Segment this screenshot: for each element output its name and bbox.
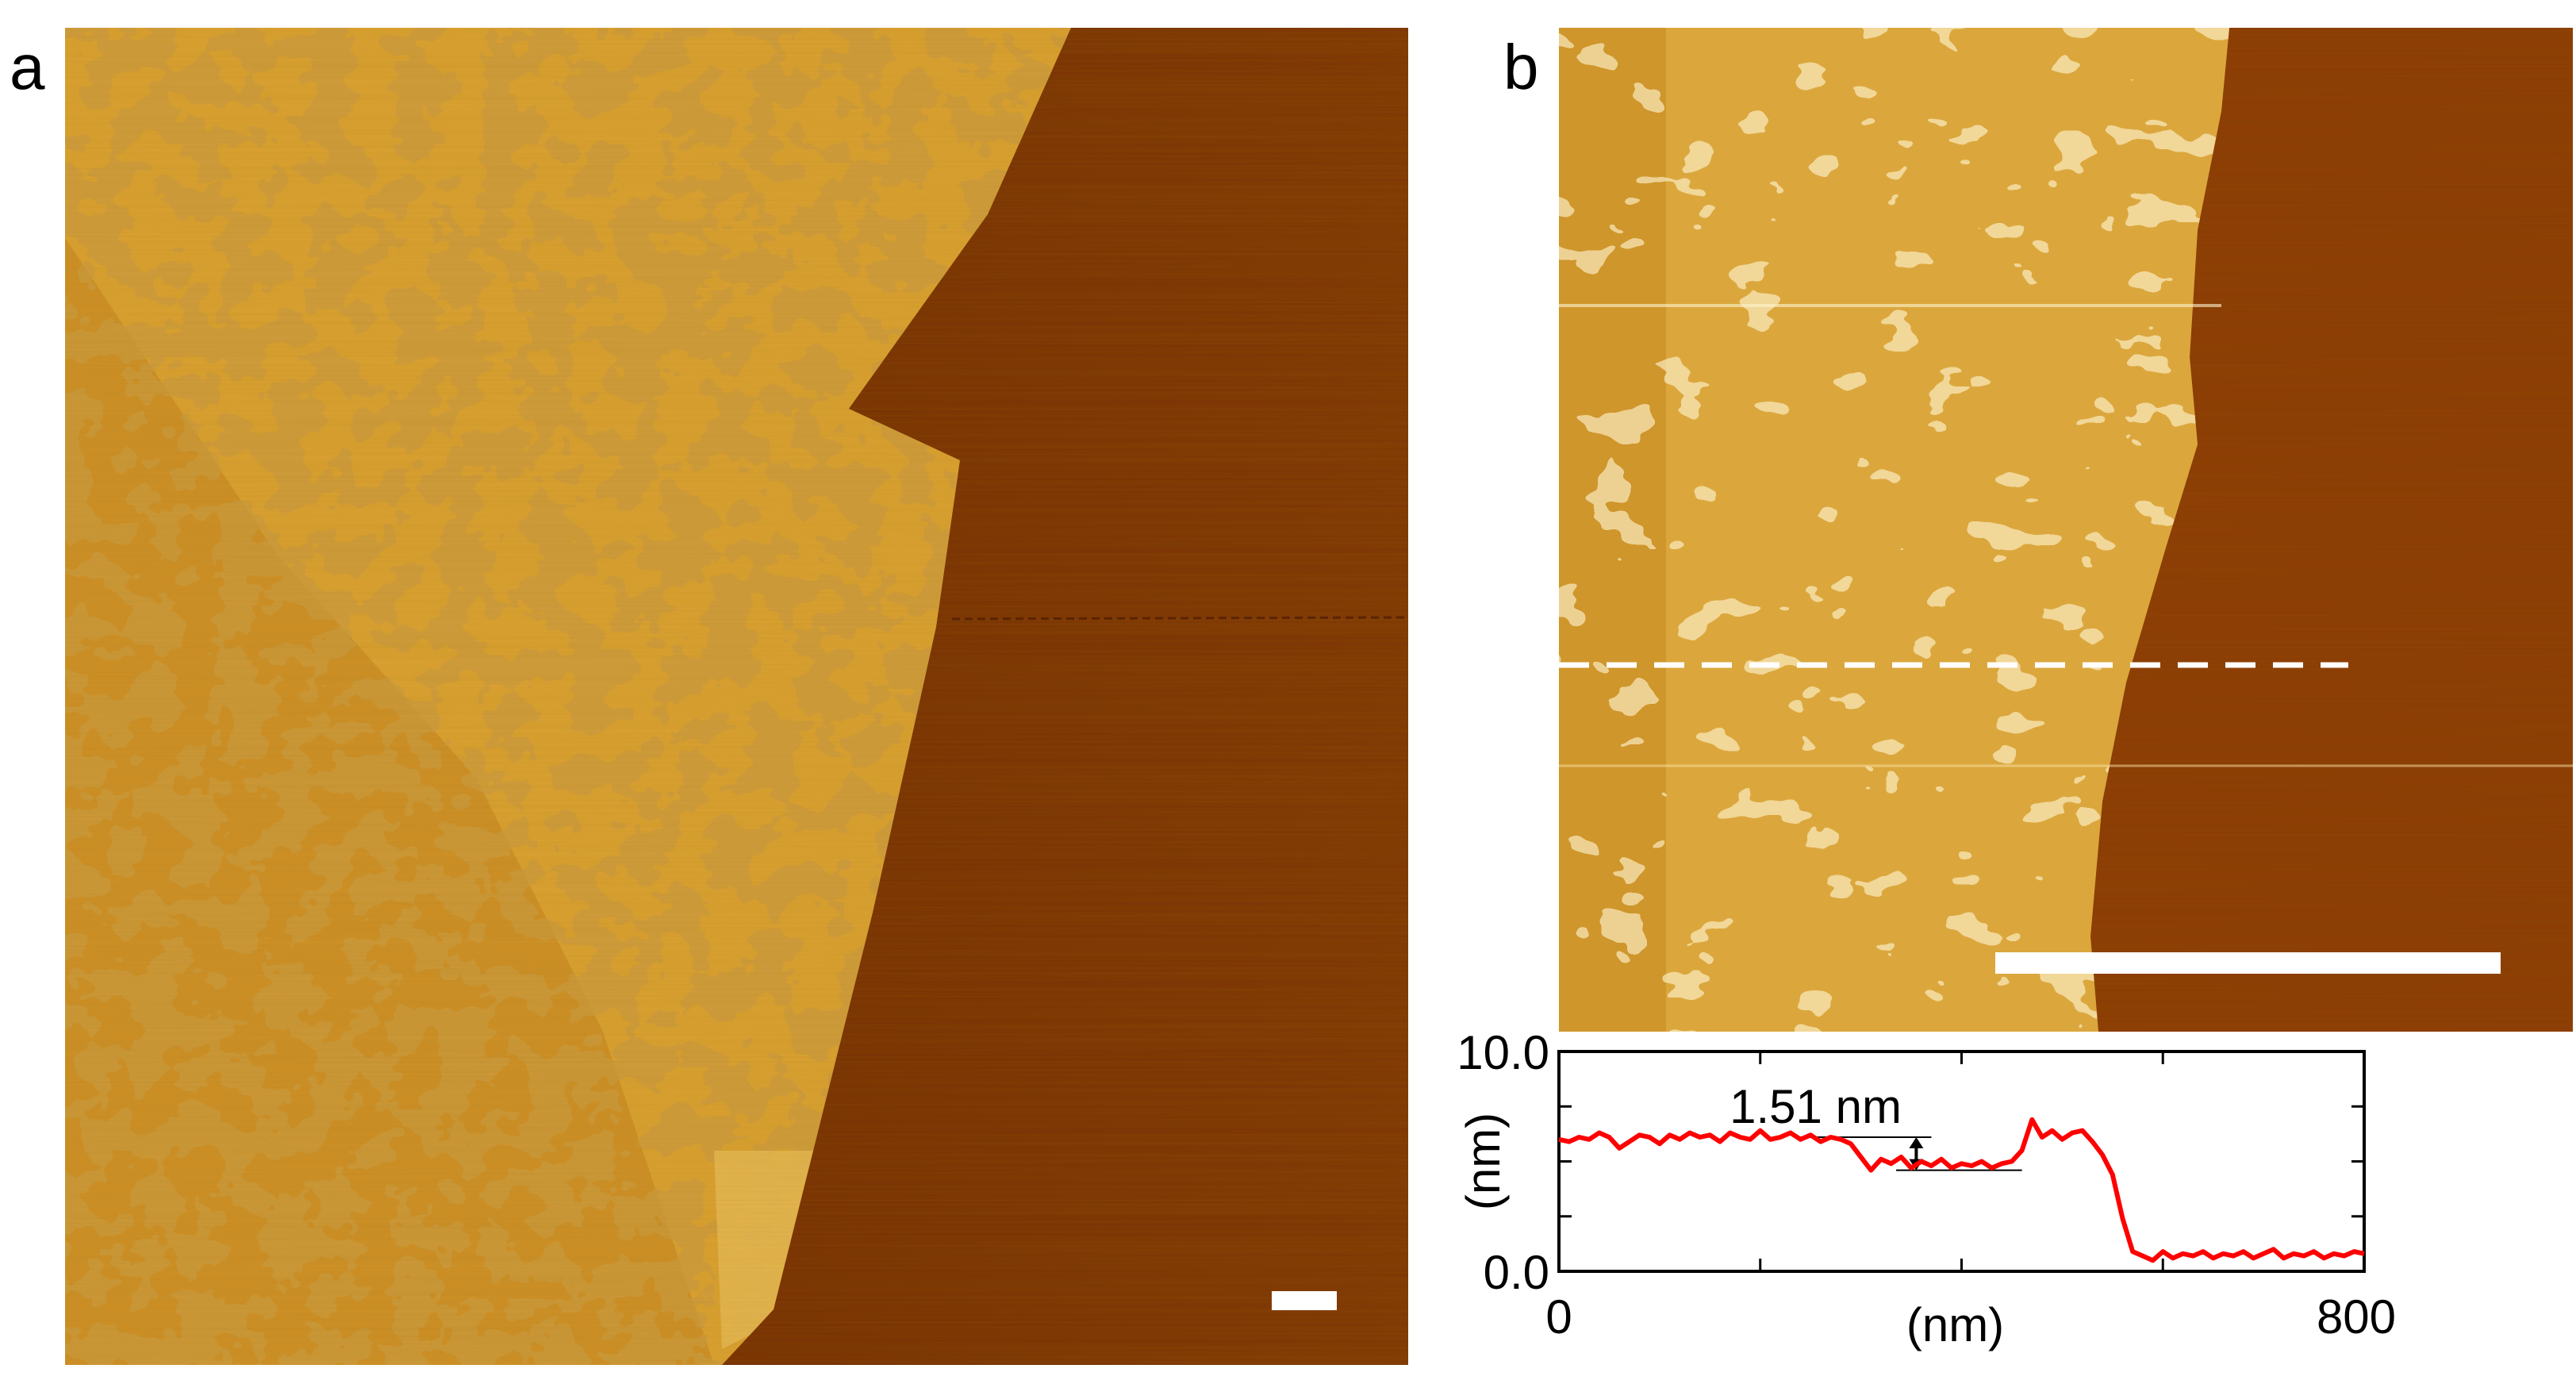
scale-bar-b [1995, 952, 2501, 974]
plot-ticks [1559, 1051, 2364, 1271]
height-profile-series [1558, 1117, 2365, 1263]
x-axis-label: (nm) [1906, 1298, 2004, 1351]
step-height-label: 1.51 nm [1729, 1080, 1902, 1133]
x-tick-label-right: 800 [2317, 1290, 2396, 1344]
afm-image-b [1559, 28, 2573, 1032]
afm-image-a [65, 28, 1408, 1365]
x-tick-label-left: 0 [1545, 1290, 1572, 1344]
scale-bar-a [1272, 1291, 1337, 1310]
panel-label-b: b [1503, 32, 1539, 102]
y-axis-label: (nm) [1457, 1113, 1510, 1210]
panel-label-a: a [10, 32, 45, 102]
height-profile-plot: 10.0 0.0 0 800 (nm) (nm) 1.51 nm [1457, 1026, 2396, 1351]
y-tick-label-top: 10.0 [1457, 1026, 1549, 1079]
step-arrow-head-up [1909, 1137, 1924, 1149]
y-tick-label-bottom: 0.0 [1484, 1246, 1549, 1299]
